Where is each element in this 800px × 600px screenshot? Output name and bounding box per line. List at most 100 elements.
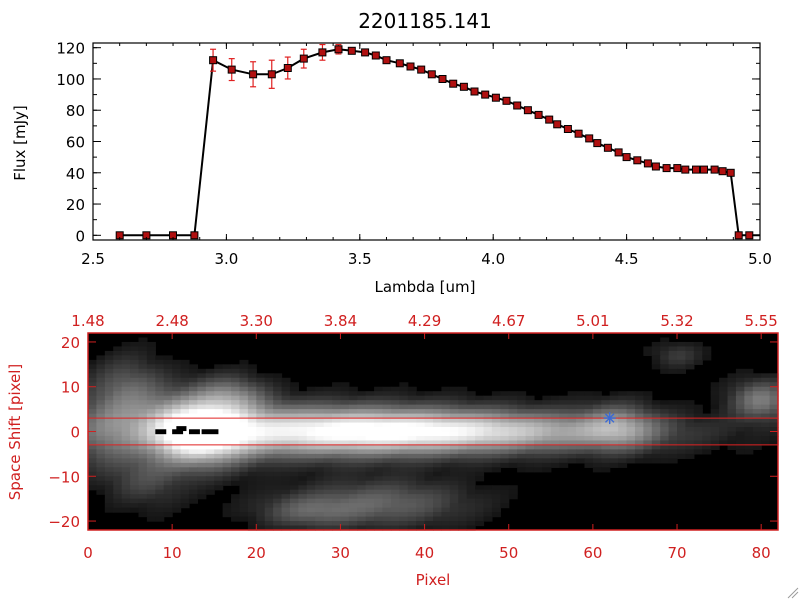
image-cell xyxy=(348,503,358,509)
image-cell xyxy=(365,453,375,459)
image-cell xyxy=(399,480,409,486)
image-cell xyxy=(390,444,400,451)
image-cell xyxy=(752,400,762,406)
image-cell xyxy=(197,404,207,410)
image-cell xyxy=(155,462,165,468)
image-cell xyxy=(390,521,400,527)
image-cell xyxy=(298,480,308,486)
image-cell xyxy=(96,377,106,383)
image-cell xyxy=(121,444,131,451)
image-cell xyxy=(559,413,569,419)
image-cell xyxy=(146,498,156,504)
image-cell xyxy=(214,382,224,388)
image-cell xyxy=(188,476,198,482)
image-cell xyxy=(247,386,257,392)
image-cell xyxy=(222,395,232,401)
image-cell xyxy=(601,435,611,442)
image-cell xyxy=(761,409,771,415)
image-cell xyxy=(601,462,611,468)
image-cell xyxy=(130,377,140,383)
image-cell xyxy=(601,458,611,464)
image-cell xyxy=(130,440,140,446)
image-cell xyxy=(433,435,443,442)
image-cell xyxy=(121,458,131,464)
image-cell xyxy=(96,471,106,477)
image-cell xyxy=(416,391,426,397)
image-cell xyxy=(96,467,106,473)
image-cell xyxy=(609,435,619,442)
image-cell xyxy=(407,431,417,437)
image-cell xyxy=(634,409,644,415)
image-cell xyxy=(332,409,342,415)
image-cell xyxy=(315,404,325,410)
image-cell xyxy=(441,427,451,433)
image-cell xyxy=(441,480,451,486)
image-cell xyxy=(491,449,501,455)
image-cell xyxy=(618,391,628,397)
image-cell xyxy=(289,386,299,392)
image-cell xyxy=(289,427,299,433)
image-cell xyxy=(264,489,274,495)
image-cell xyxy=(155,368,165,374)
image-cell xyxy=(231,503,241,509)
image-cell xyxy=(247,516,257,522)
image-cell xyxy=(727,404,737,410)
image-cell xyxy=(155,395,165,401)
image-cell xyxy=(752,440,762,446)
image-cell xyxy=(332,494,342,500)
bad-pixel-mark xyxy=(155,429,167,435)
image-cell xyxy=(500,503,510,509)
image-cell xyxy=(281,395,291,401)
y-tick-label: 0 xyxy=(75,227,85,245)
image-cell xyxy=(441,462,451,468)
resize-grip-icon[interactable] xyxy=(787,587,799,599)
image-cell xyxy=(559,435,569,442)
image-cell xyxy=(298,413,308,419)
image-cell xyxy=(374,440,384,446)
image-cell xyxy=(348,453,358,459)
image-cell xyxy=(601,440,611,446)
image-cell xyxy=(188,440,198,446)
image-cell xyxy=(298,418,308,424)
image-cell xyxy=(382,521,392,527)
image-cell xyxy=(188,462,198,468)
image-cell xyxy=(121,435,131,442)
image-cell xyxy=(239,373,249,379)
image-cell xyxy=(256,467,266,473)
image-cell xyxy=(104,494,114,500)
image-cell xyxy=(231,395,241,401)
image-cell xyxy=(483,418,493,424)
image-cell xyxy=(298,503,308,509)
image-cell xyxy=(315,409,325,415)
image-cell xyxy=(374,391,384,397)
image-cell xyxy=(576,418,586,424)
image-cell xyxy=(146,409,156,415)
image-cell xyxy=(205,440,215,446)
image-cell xyxy=(508,458,518,464)
image-cell xyxy=(340,480,350,486)
image-cell xyxy=(264,453,274,459)
image-cell xyxy=(550,409,560,415)
image-cell xyxy=(138,489,148,495)
image-cell xyxy=(424,471,434,477)
image-cell xyxy=(155,494,165,500)
image-cell xyxy=(702,346,712,352)
image-cell xyxy=(281,494,291,500)
image-cell xyxy=(677,368,687,374)
image-cell xyxy=(365,480,375,486)
image-cell xyxy=(163,507,173,513)
image-cell xyxy=(592,391,602,397)
image-cell xyxy=(315,418,325,424)
spectrum-point xyxy=(585,134,594,143)
image-cell xyxy=(138,498,148,504)
image-cell xyxy=(306,431,316,437)
image-cell xyxy=(113,400,123,406)
image-cell xyxy=(96,373,106,379)
image-cell xyxy=(685,359,695,365)
image-cell xyxy=(172,440,182,446)
image-cell xyxy=(576,404,586,410)
image-cell xyxy=(273,391,283,397)
image-cell xyxy=(306,427,316,433)
image-cell xyxy=(180,409,190,415)
image-cell xyxy=(424,525,434,531)
